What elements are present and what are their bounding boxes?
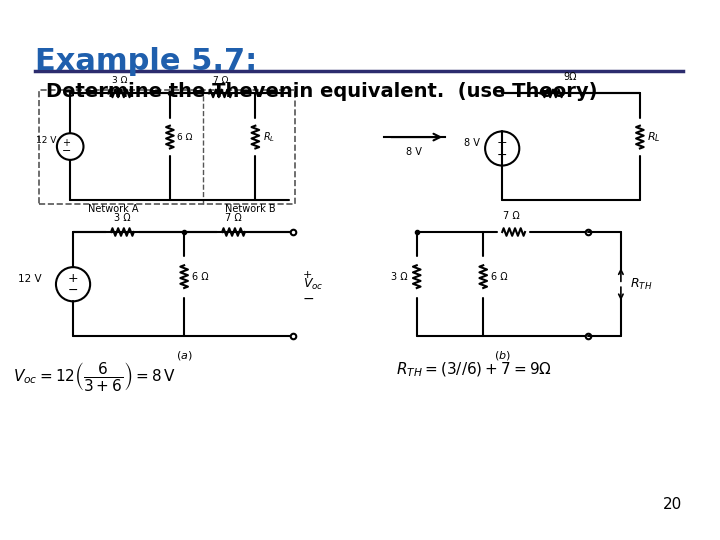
Text: 3 Ω: 3 Ω bbox=[391, 272, 408, 282]
Text: +: + bbox=[303, 270, 312, 280]
Text: 20: 20 bbox=[663, 497, 683, 512]
Text: −: − bbox=[497, 148, 508, 161]
Text: 8 V: 8 V bbox=[464, 138, 480, 148]
Text: $R_{TH}$: $R_{TH}$ bbox=[631, 276, 653, 292]
Text: 3 Ω: 3 Ω bbox=[112, 76, 127, 85]
Text: 7 Ω: 7 Ω bbox=[212, 76, 228, 85]
Text: +: + bbox=[497, 136, 508, 149]
Text: 7 Ω: 7 Ω bbox=[225, 213, 242, 224]
Text: +: + bbox=[68, 272, 78, 285]
Text: Determine the Thevenin equivalent.  (use Theory): Determine the Thevenin equivalent. (use … bbox=[47, 82, 598, 101]
Text: $V_{oc} = 12\left(\dfrac{6}{3+6}\right) = 8\,\mathrm{V}$: $V_{oc} = 12\left(\dfrac{6}{3+6}\right) … bbox=[12, 360, 175, 393]
Text: $R_{TH} = (3//6) + 7 = 9\Omega$: $R_{TH} = (3//6) + 7 = 9\Omega$ bbox=[396, 360, 552, 379]
Text: Example 5.7:: Example 5.7: bbox=[35, 47, 257, 76]
Text: Network B: Network B bbox=[225, 204, 276, 213]
Text: $R_L$: $R_L$ bbox=[263, 130, 275, 144]
Text: −: − bbox=[303, 292, 315, 306]
Text: 6 Ω: 6 Ω bbox=[178, 133, 193, 141]
Text: −: − bbox=[62, 146, 71, 156]
Text: 6 Ω: 6 Ω bbox=[491, 272, 508, 282]
Text: 12 V: 12 V bbox=[18, 274, 42, 284]
Text: 8 V: 8 V bbox=[406, 146, 422, 157]
Text: 6 Ω: 6 Ω bbox=[192, 272, 208, 282]
Text: −: − bbox=[68, 285, 78, 298]
Text: 3 Ω: 3 Ω bbox=[114, 213, 131, 224]
Text: +: + bbox=[63, 138, 71, 148]
Text: $V_{oc}$: $V_{oc}$ bbox=[303, 276, 323, 292]
Text: $R_L$: $R_L$ bbox=[647, 130, 661, 144]
Text: 12 V: 12 V bbox=[35, 137, 56, 145]
Text: 9Ω: 9Ω bbox=[564, 72, 577, 82]
Text: 7 Ω: 7 Ω bbox=[503, 211, 520, 221]
Text: $(b)$: $(b)$ bbox=[494, 349, 510, 362]
Text: $(a)$: $(a)$ bbox=[176, 349, 192, 362]
Text: Network A: Network A bbox=[88, 204, 138, 213]
